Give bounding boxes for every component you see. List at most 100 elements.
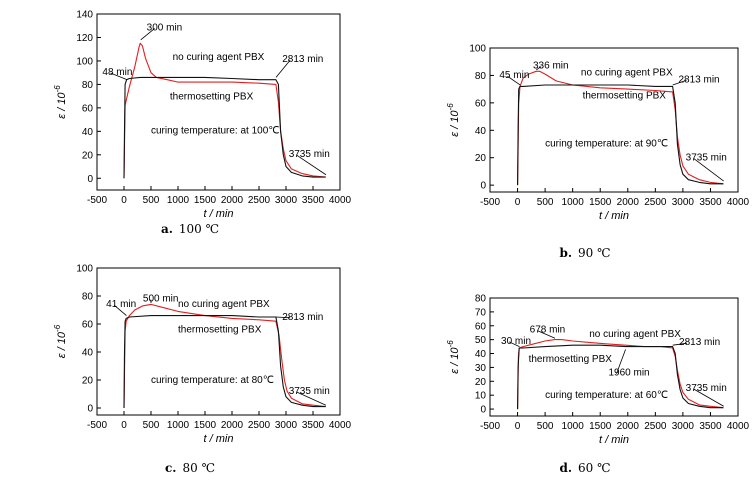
y-tick-label: 0 (480, 405, 486, 416)
x-tick-label: 1500 (194, 195, 217, 206)
y-tick-label: 20 (475, 377, 487, 388)
annotation-label: 300 min (147, 22, 183, 33)
x-tick-label: 2500 (248, 420, 271, 431)
y-tick-label: 0 (480, 181, 486, 192)
annotation-label: 500 min (143, 294, 179, 305)
y-tick-label: 20 (82, 376, 94, 387)
y-axis-label-main: ε / 10 (449, 110, 461, 137)
series-line-no-curing (517, 84, 724, 186)
x-tick-label: 500 (537, 197, 554, 208)
annotation-label: 45 min (499, 70, 529, 81)
annotation-label: curing temperature: at 90℃ (545, 139, 668, 150)
y-axis-label: ε / 10-6 (53, 85, 68, 119)
x-tick-label: 0 (121, 195, 127, 206)
annotation-label: 2813 min (679, 337, 720, 348)
chart-panel-3: -500 0 500 1000 1500 2000 2500 3000 3500 4000 0 20 4… (53, 264, 352, 476)
x-tick-label: 3000 (672, 197, 695, 208)
panel-caption-text: 100 ℃ (179, 222, 219, 236)
y-tick-label: 60 (82, 103, 94, 114)
x-tick-label: -500 (480, 197, 500, 208)
annotation-label: 3735 min (289, 386, 330, 397)
x-tick-label: 1000 (562, 421, 585, 432)
annotation-label: 3735 min (686, 383, 727, 394)
panel-caption-letter: c. (165, 461, 176, 475)
series-line-thermosetting (123, 42, 326, 179)
panel-caption-letter: a. (161, 222, 173, 236)
panel-caption-text: 80 ℃ (182, 461, 215, 475)
x-tick-label: 3500 (699, 197, 722, 208)
x-tick-label: 500 (143, 195, 160, 206)
annotation-arrow (275, 59, 291, 78)
x-axis-label: t / min (204, 208, 234, 220)
annotation-label: 30 min (501, 336, 531, 347)
series-line-thermosetting (517, 339, 724, 410)
y-tick-label: 80 (82, 292, 94, 303)
annotation-label: no curing agent PBX (581, 67, 673, 78)
chart-panel-4: -500 0 500 1000 1500 2000 2500 3000 3500 4000 0 10 2… (446, 294, 750, 476)
y-axis-label-exponent: -6 (53, 85, 62, 93)
y-tick-label: 40 (82, 127, 94, 138)
x-tick-label: 2000 (221, 195, 244, 206)
annotation-label: 3735 min (686, 152, 727, 163)
x-tick-label: 1500 (194, 420, 217, 431)
x-tick-label: 3000 (275, 420, 298, 431)
x-tick-label: 1000 (167, 420, 190, 431)
chart-panel-1: -500 0 500 1000 1500 2000 2500 3000 3500 4000 0 20 4… (53, 10, 352, 237)
series-line-no-curing (517, 344, 724, 410)
annotation-label: 41 min (106, 299, 136, 310)
annotation-arrow (616, 349, 626, 374)
annotation-arrow (296, 391, 327, 406)
annotation-arrow (275, 316, 291, 319)
x-axis-label: t / min (599, 210, 629, 222)
x-tick-label: 2000 (221, 420, 244, 431)
y-axis-label: ε / 10-6 (446, 103, 461, 137)
panel-caption: a. 100 ℃ (161, 222, 219, 236)
y-tick-label: 140 (76, 10, 93, 21)
x-tick-label: 0 (121, 420, 127, 431)
x-tick-label: 2500 (248, 195, 271, 206)
y-tick-label: 80 (475, 71, 487, 82)
y-axis-label-main: ε / 10 (56, 331, 68, 358)
x-tick-label: 3000 (672, 421, 695, 432)
x-tick-label: 3000 (275, 195, 298, 206)
x-tick-label: 2000 (617, 421, 640, 432)
y-axis-label-main: ε / 10 (449, 347, 461, 374)
y-tick-label: 40 (82, 348, 94, 359)
x-tick-label: -500 (480, 421, 500, 432)
y-axis-label-main: ε / 10 (56, 92, 68, 119)
panel-caption: b. 90 ℃ (559, 246, 610, 260)
y-tick-label: 80 (82, 80, 94, 91)
y-axis-label: ε / 10-6 (446, 340, 461, 374)
annotation-label: 2813 min (678, 74, 719, 85)
annotation-arrow (110, 72, 128, 81)
annotation-label: thermosetting PBX (178, 324, 262, 335)
plot-frame (489, 297, 739, 417)
plot-frame (489, 47, 739, 193)
annotation-arrow (507, 75, 521, 86)
series-line-thermosetting (517, 70, 724, 186)
y-axis-label: ε / 10-6 (53, 324, 68, 358)
y-tick-label: 100 (469, 44, 486, 55)
annotation-label: curing temperature: at 60℃ (545, 390, 668, 401)
series-line-thermosetting (123, 303, 326, 409)
annotation-label: 1960 min (608, 368, 649, 379)
plot-frame (96, 13, 341, 191)
y-tick-label: 100 (76, 56, 93, 67)
annotation-label: curing temperature: at 80℃ (151, 375, 274, 386)
x-tick-label: 1500 (589, 421, 612, 432)
annotation-label: 3735 min (289, 149, 330, 160)
y-axis-label-exponent: -6 (53, 324, 62, 332)
panel-caption-letter: d. (559, 461, 572, 475)
y-tick-label: 40 (475, 126, 487, 137)
annotation-label: 336 min (533, 61, 569, 72)
x-tick-label: 1000 (562, 197, 585, 208)
annotation-label: thermosetting PBX (529, 354, 613, 365)
y-tick-label: 30 (475, 363, 487, 374)
x-tick-label: 4000 (727, 421, 750, 432)
annotation-label: no curing agent PBX (173, 52, 265, 63)
annotation-arrow (672, 342, 688, 346)
y-tick-label: 60 (82, 320, 94, 331)
x-tick-label: -500 (87, 195, 107, 206)
panel-caption-text: 60 ℃ (578, 461, 611, 475)
y-tick-label: 60 (475, 321, 487, 332)
